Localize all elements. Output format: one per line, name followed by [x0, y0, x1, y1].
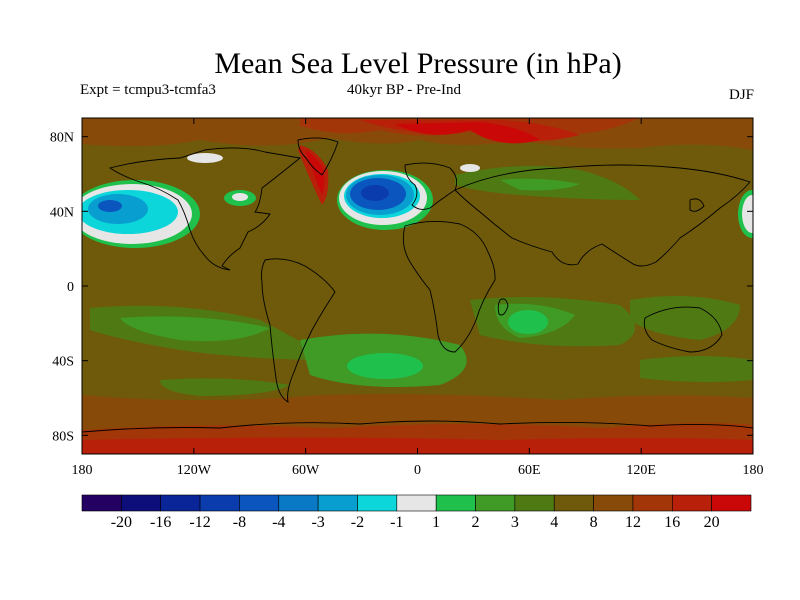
colorbar-swatch — [711, 494, 752, 512]
season-label: DJF — [728, 87, 754, 103]
x-tick-label: 180 — [72, 463, 93, 478]
region-canada-1 — [187, 153, 223, 163]
region-sind-2 — [508, 310, 548, 334]
y-tick-label: 40S — [52, 355, 74, 370]
colorbar-swatch — [435, 494, 476, 512]
region-greenland-core — [305, 150, 325, 195]
y-tick-label: 40N — [50, 205, 74, 220]
x-tick-label: 120W — [177, 463, 212, 478]
colorbar-swatch — [357, 494, 398, 512]
coast-south-america — [260, 258, 336, 403]
colorbar-swatch — [199, 494, 240, 512]
y-tick-label: 0 — [67, 280, 74, 295]
region-eur-1 — [460, 164, 480, 172]
colorbar-swatch — [632, 494, 673, 512]
colorbar-label: 3 — [511, 514, 519, 531]
region-eurasia-3 — [500, 178, 580, 191]
colorbar-label: -16 — [150, 514, 171, 531]
coastlines — [82, 137, 753, 433]
coast-australia — [643, 306, 723, 353]
coast-asia — [454, 164, 751, 267]
colorbar-label: -20 — [111, 514, 132, 531]
colorbar: -20 -16 -12 -8 -4 -3 -2 -1 1 2 3 4 8 12 16 20 — [81, 494, 752, 531]
colorbar-swatch — [593, 494, 634, 512]
colorbar-swatch — [160, 494, 201, 512]
region-natl-m8 — [361, 185, 389, 201]
colorbar-label: 12 — [625, 514, 641, 531]
colorbar-label: -3 — [311, 514, 324, 531]
coast-japan — [689, 198, 705, 212]
colorbar-swatch — [553, 494, 594, 512]
colorbar-swatch — [671, 494, 712, 512]
colorbar-swatch — [239, 494, 280, 512]
region-seastpac-4 — [160, 378, 290, 396]
colorbar-swatch — [475, 494, 516, 512]
colorbar-label: 8 — [590, 514, 598, 531]
region-npac-m4 — [98, 200, 122, 212]
colorbar-label: 20 — [704, 514, 720, 531]
colorbar-label: -8 — [233, 514, 246, 531]
colorbar-label: -1 — [390, 514, 403, 531]
y-tick-label: 80S — [52, 429, 74, 444]
x-tick-label: 60E — [518, 463, 541, 478]
region-aus-4 — [630, 296, 740, 340]
x-tick-label: 0 — [414, 463, 421, 478]
period-label: 40kyr BP - Pre-Ind — [347, 82, 462, 98]
colorbar-swatch — [514, 494, 555, 512]
colorbar-label: 4 — [550, 514, 558, 531]
map-field — [82, 118, 753, 454]
y-axis: 80N 40N 0 40S 80S — [50, 131, 753, 444]
colorbar-swatch — [317, 494, 358, 512]
region-arctic-max — [395, 122, 540, 144]
x-axis: 180 120W 60W 0 60E 120E 180 — [72, 118, 764, 478]
experiment-label: Expt = tcmpu3-tcmfa3 — [80, 82, 216, 98]
region-wpac-1 — [742, 195, 753, 233]
x-tick-label: 180 — [743, 463, 764, 478]
region-spac-3 — [120, 316, 270, 342]
colorbar-label: -4 — [272, 514, 285, 531]
colorbar-label: -12 — [189, 514, 210, 531]
colorbar-label: -2 — [351, 514, 364, 531]
colorbar-label: 1 — [432, 514, 440, 531]
region-satl-2 — [347, 353, 423, 379]
region-nam-1 — [232, 193, 248, 201]
coast-africa — [402, 221, 496, 353]
region-stasman-4 — [640, 356, 753, 383]
coast-greenland — [297, 137, 339, 176]
colorbar-swatch — [278, 494, 319, 512]
x-tick-label: 120E — [626, 463, 656, 478]
x-tick-label: 60W — [292, 463, 320, 478]
coast-north-america — [108, 147, 302, 271]
chart-title: Mean Sea Level Pressure (in hPa) — [214, 47, 622, 80]
coast-antarctica — [82, 420, 753, 433]
colorbar-swatch — [396, 494, 437, 512]
colorbar-label: 16 — [664, 514, 680, 531]
colorbar-swatch — [121, 494, 162, 512]
coast-europe — [404, 162, 458, 210]
coast-madagascar — [497, 298, 509, 316]
y-tick-label: 80N — [50, 131, 74, 146]
colorbar-swatch — [81, 494, 122, 512]
region-southern-20 — [82, 437, 753, 454]
colorbar-label: 2 — [472, 514, 480, 531]
